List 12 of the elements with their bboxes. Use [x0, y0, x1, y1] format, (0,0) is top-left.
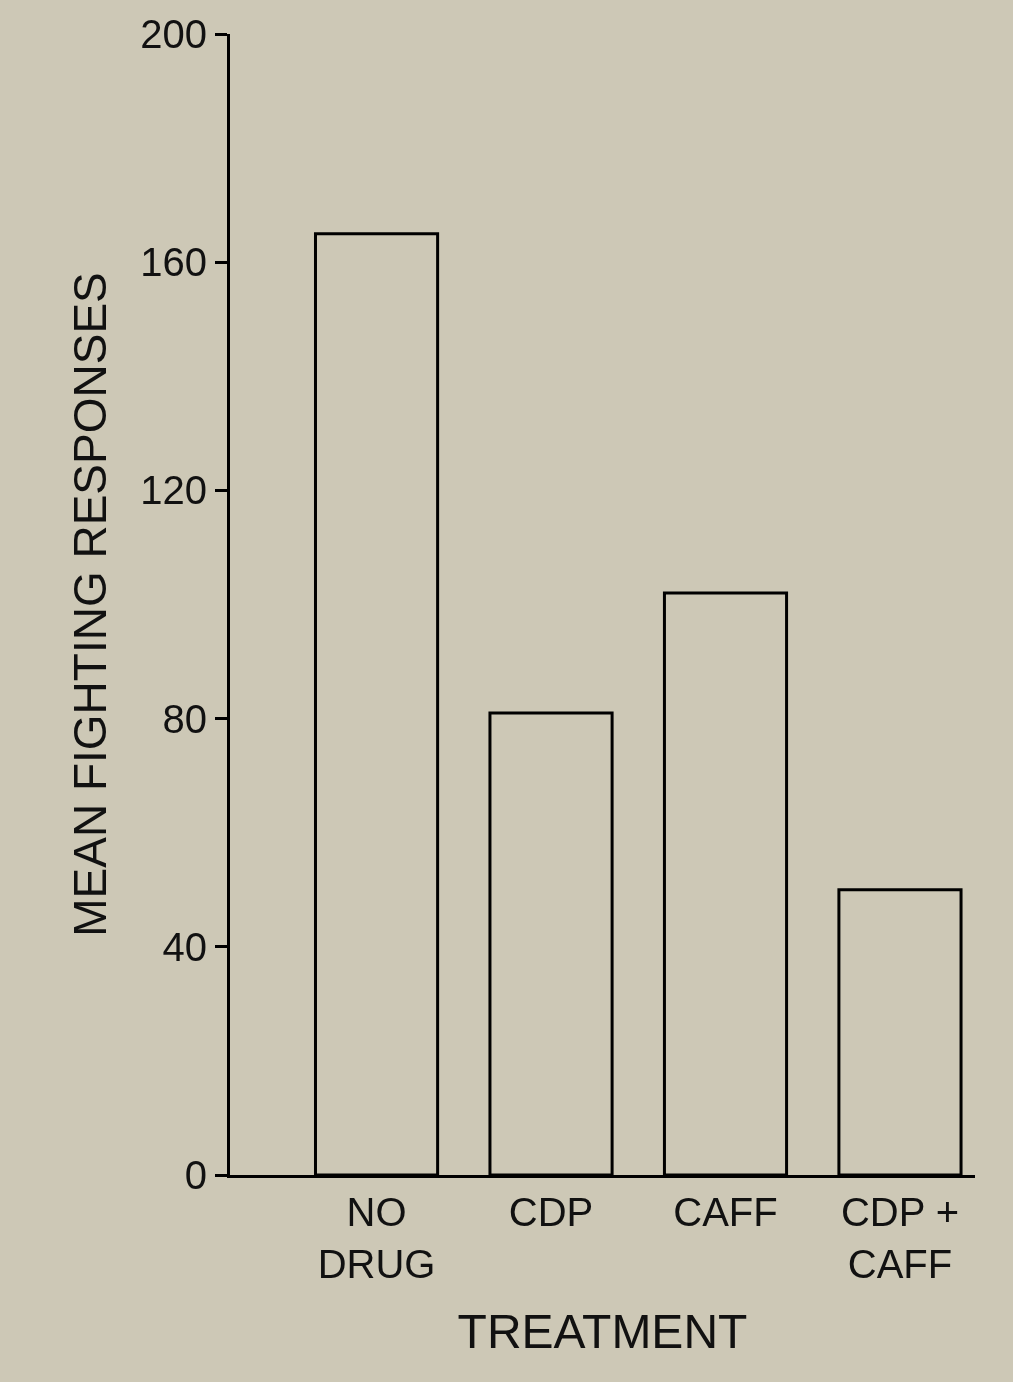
y-tick-label: 80 — [162, 696, 207, 741]
y-tick-label: 200 — [140, 12, 207, 56]
y-tick-label: 160 — [140, 240, 207, 285]
y-tick-label: 0 — [184, 1153, 207, 1197]
x-tick-label: NO DRUG — [317, 1190, 436, 1286]
x-axis-title: TREATMENT — [457, 1305, 748, 1359]
y-axis-title: MEAN FIGHTING RESPONSES — [63, 272, 116, 937]
x-tick-label: CAFF — [673, 1190, 778, 1234]
y-tick-label: 120 — [140, 468, 207, 513]
x-tick-label: CDP + CAFF — [840, 1190, 960, 1286]
x-tick-label: CDP — [508, 1190, 594, 1234]
y-tick-label: 40 — [162, 924, 207, 969]
